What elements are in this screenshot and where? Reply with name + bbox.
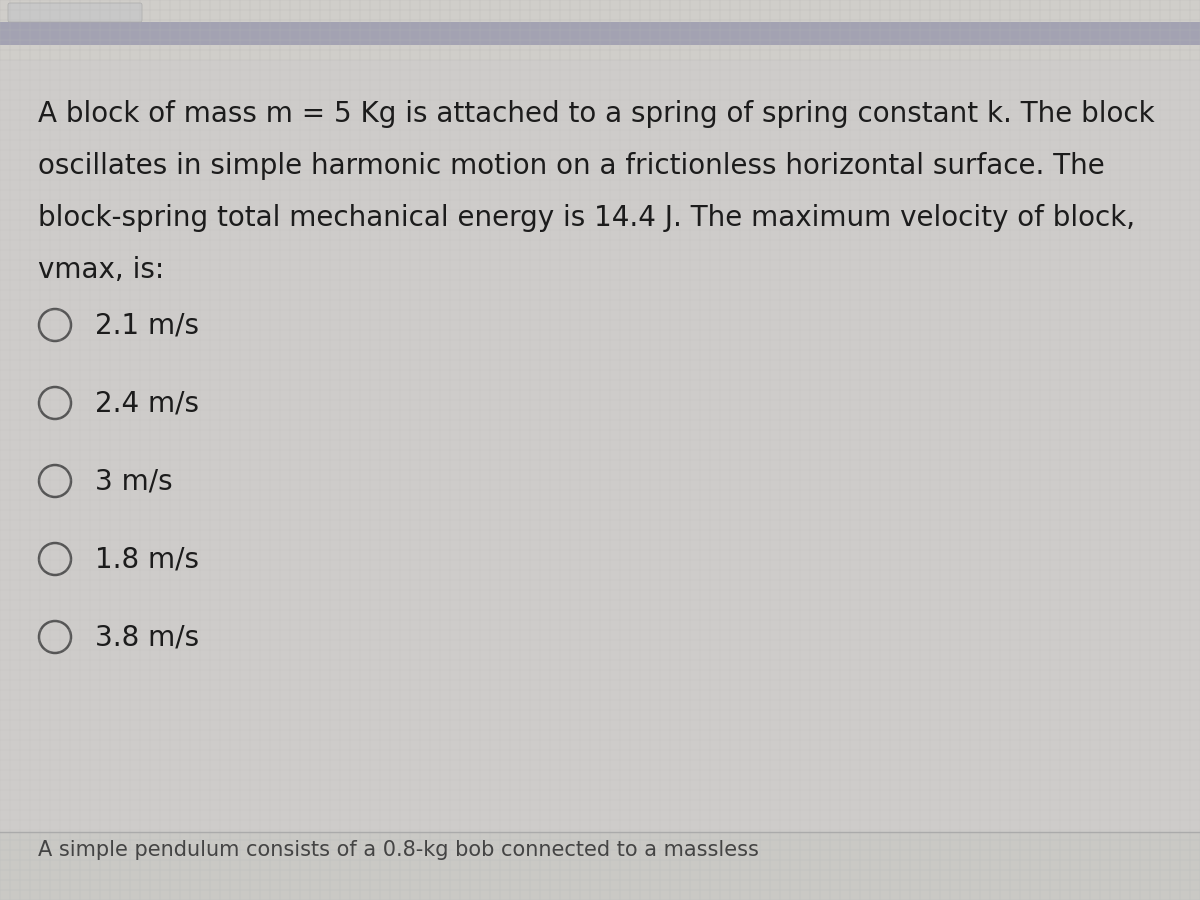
Text: 2.1 m/s: 2.1 m/s: [95, 311, 199, 339]
Text: A simple pendulum consists of a 0.8-kg bob connected to a massless: A simple pendulum consists of a 0.8-kg b…: [38, 840, 758, 860]
Text: vmax, is:: vmax, is:: [38, 256, 164, 284]
Text: 2.4 m/s: 2.4 m/s: [95, 389, 199, 417]
Bar: [0, 22, 1200, 45]
Bar: [0, 832, 1200, 900]
Bar: [0, 0, 1200, 60]
Text: 3.8 m/s: 3.8 m/s: [95, 623, 199, 651]
FancyBboxPatch shape: [8, 3, 142, 22]
Text: oscillates in simple harmonic motion on a frictionless horizontal surface. The: oscillates in simple harmonic motion on …: [38, 152, 1105, 180]
Text: A block of mass m = 5 Kg is attached to a spring of spring constant k. The block: A block of mass m = 5 Kg is attached to …: [38, 100, 1154, 128]
Text: 1.8 m/s: 1.8 m/s: [95, 545, 199, 573]
Text: 3 m/s: 3 m/s: [95, 467, 173, 495]
Text: block-spring total mechanical energy is 14.4 J. The maximum velocity of block,: block-spring total mechanical energy is …: [38, 204, 1135, 232]
